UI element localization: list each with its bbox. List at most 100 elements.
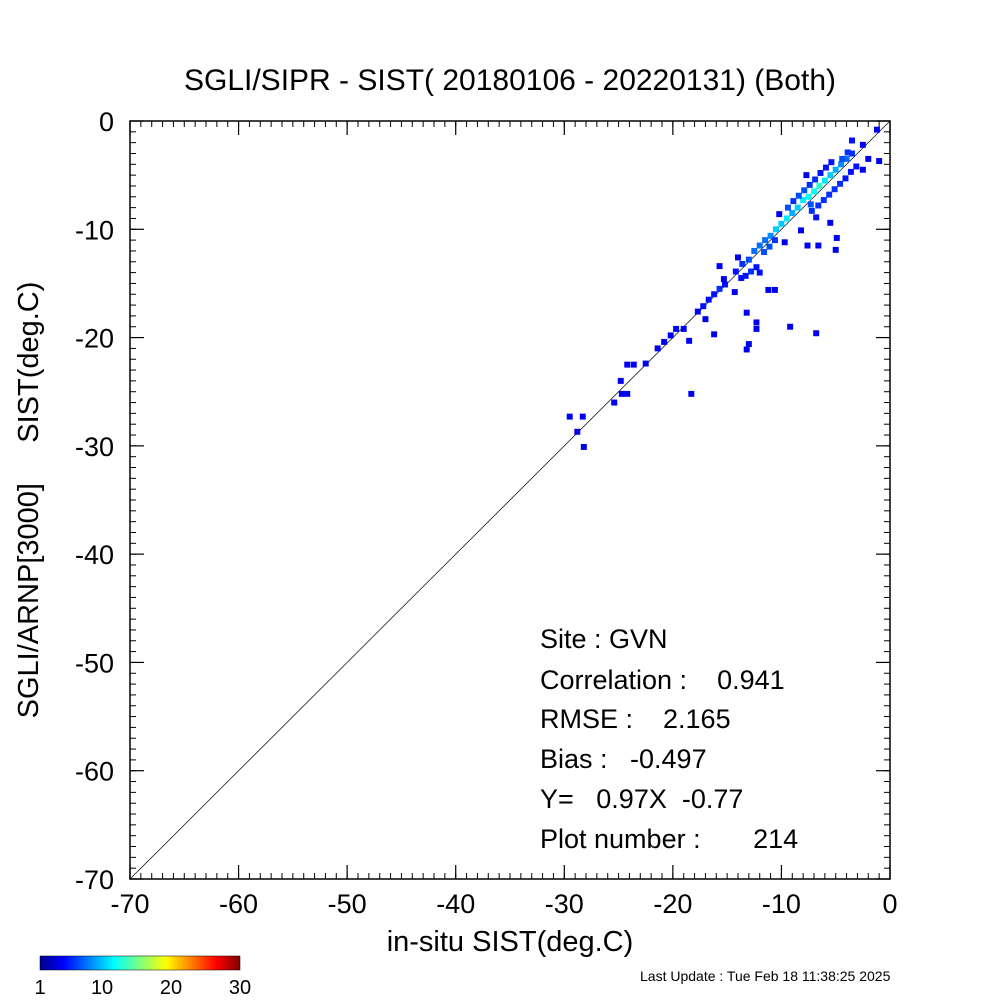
density-bin: [745, 341, 752, 348]
density-bin: [813, 214, 820, 221]
density-bin: [812, 176, 819, 183]
density-bin: [711, 291, 718, 298]
density-bin: [611, 399, 618, 406]
density-bin: [803, 172, 810, 179]
density-bin: [827, 219, 834, 226]
density-bin: [642, 360, 649, 367]
y-tick-label: 0: [99, 107, 114, 137]
density-bin: [849, 137, 855, 144]
density-bin: [667, 332, 674, 339]
density-bin: [789, 210, 796, 217]
density-bin: [865, 155, 872, 162]
density-bin: [721, 281, 728, 288]
density-bin: [739, 260, 746, 267]
y-tick-label: -30: [75, 432, 114, 462]
density-bin: [773, 226, 779, 233]
one-to-one-line: [129, 120, 891, 880]
density-bin: [800, 197, 807, 204]
density-bin: [811, 188, 817, 195]
density-bin: [838, 161, 845, 168]
density-bin: [839, 155, 846, 162]
density-bin: [847, 168, 854, 175]
density-bin: [853, 163, 860, 170]
colorbar-labels: 1 10 20 30: [34, 977, 251, 999]
density-bin: [822, 164, 829, 171]
density-bin: [842, 175, 849, 182]
density-bin: [815, 242, 822, 249]
density-bin: [813, 330, 820, 337]
y-tick-label: -10: [75, 215, 114, 245]
density-bin: [735, 254, 741, 261]
density-bin: [790, 198, 797, 205]
density-bin: [767, 232, 774, 239]
density-bin: [680, 325, 687, 332]
density-bin: [765, 286, 772, 293]
density-bin: [661, 338, 668, 345]
chart-title: SGLI/SIPR - SIST( 20180106 - 20220131) (…: [184, 64, 836, 97]
density-bin: [686, 337, 693, 344]
density-bin: [720, 276, 727, 283]
density-bin: [783, 215, 790, 222]
density-bin: [673, 325, 680, 332]
density-bin: [702, 316, 709, 323]
density-bin: [688, 390, 695, 397]
density-bin: [797, 227, 804, 234]
density-bin: [795, 192, 802, 199]
y-tick-label: -40: [75, 540, 114, 570]
stat-rmse: RMSE : 2.165: [540, 704, 731, 734]
density-bin: [579, 413, 586, 420]
density-bin: [859, 166, 866, 173]
density-bin: [694, 308, 701, 315]
density-bin: [808, 207, 815, 214]
axis-major-ticks: [129, 120, 891, 880]
density-bin: [771, 286, 778, 293]
colorbar-tick-label: 1: [34, 977, 45, 999]
density-bin: [778, 220, 785, 227]
density-bin: [753, 325, 760, 332]
density-bin: [817, 170, 824, 176]
density-bin: [821, 177, 828, 184]
density-bin: [831, 186, 838, 193]
density-bin: [828, 159, 835, 166]
y-tick-label: -20: [75, 324, 114, 354]
density-bin: [771, 237, 778, 244]
y-axis-label: SGLI/ARNP[3000] SIST(deg.C): [13, 282, 45, 719]
colorbar-tick-label: 10: [91, 977, 113, 999]
density-bin: [806, 181, 813, 188]
stats-box: Site : GVN Correlation : 0.941 RMSE : 2.…: [540, 624, 798, 854]
density-bin: [700, 303, 707, 310]
density-bin: [805, 193, 812, 200]
density-bin: [580, 443, 587, 450]
last-update-text: Last Update : Tue Feb 18 11:38:25 2025: [640, 968, 891, 984]
density-bin: [876, 158, 883, 165]
x-tick-label: -40: [436, 889, 475, 919]
density-bin: [859, 141, 866, 148]
y-tick-label: -70: [75, 865, 114, 895]
density-bin: [743, 346, 750, 353]
density-bin: [816, 182, 823, 189]
density-bin: [826, 191, 833, 198]
y-tick-label: -50: [75, 648, 114, 678]
density-bin: [748, 268, 755, 275]
density-bin: [762, 237, 769, 244]
x-tick-label: -20: [653, 889, 692, 919]
x-tick-label: -60: [219, 889, 258, 919]
density-bin: [716, 263, 723, 270]
density-bin: [654, 345, 661, 352]
y-tick-label: -60: [75, 757, 114, 787]
density-bin: [807, 201, 814, 208]
density-bin: [705, 296, 712, 303]
density-bin: [832, 246, 839, 253]
density-bin: [784, 204, 791, 211]
stat-site: Site : GVN: [540, 624, 668, 654]
density-bin: [751, 247, 758, 254]
density-bin: [827, 172, 834, 179]
x-tick-label: -70: [110, 889, 149, 919]
stat-bias: Bias : -0.497: [540, 744, 707, 774]
density-bin: [794, 204, 801, 211]
stat-plot-number: Plot number : 214: [540, 824, 798, 854]
density-bin: [617, 377, 624, 384]
x-tick-label: -50: [328, 889, 367, 919]
x-tick-label: -10: [762, 889, 801, 919]
